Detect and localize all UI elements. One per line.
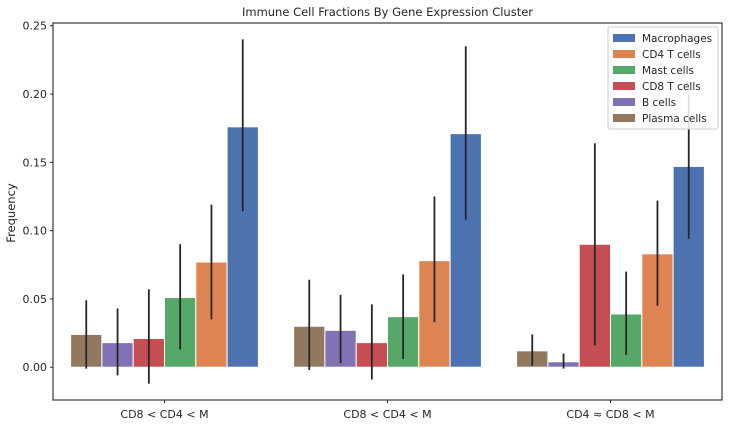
legend-swatch-macrophages [613, 34, 635, 42]
legend-box [607, 26, 719, 130]
legend-label-mast-cells: Mast cells [642, 65, 694, 77]
x-tick-label: CD8 < CD4 < M [343, 408, 431, 421]
y-tick-label: 0.25 [23, 20, 48, 33]
legend-label-plasma-cells: Plasma cells [642, 113, 707, 125]
y-axis-ticks: 0.00 0.05 0.10 0.15 0.20 0.25 [23, 20, 53, 374]
x-axis-ticks: CD8 < CD4 < M CD8 < CD4 < M CD4 ≈ CD8 < M [120, 400, 655, 421]
x-tick-label: CD8 < CD4 < M [120, 408, 208, 421]
bars-layer [70, 126, 705, 368]
x-tick-label: CD4 ≈ CD8 < M [566, 408, 654, 421]
y-tick-label: 0.10 [23, 225, 48, 238]
legend: Macrophages CD4 T cells Mast cells CD8 T ce… [607, 26, 719, 130]
legend-swatch-mast-cells [613, 66, 635, 74]
legend-label-cd8-t-cells: CD8 T cells [642, 81, 701, 93]
plot-frame [52, 22, 723, 401]
legend-label-b-cells: B cells [642, 97, 676, 109]
chart-title: Immune Cell Fractions By Gene Expression… [242, 5, 533, 19]
legend-label-cd4-t-cells: CD4 T cells [642, 49, 701, 61]
y-tick-label: 0.05 [23, 293, 48, 306]
y-axis-label: Frequency [4, 183, 18, 243]
legend-swatch-cd8-t-cells [613, 82, 635, 90]
y-tick-label: 0.20 [23, 88, 48, 101]
legend-label-macrophages: Macrophages [642, 33, 712, 45]
y-tick-label: 0.15 [23, 156, 48, 169]
legend-swatch-b-cells [613, 98, 635, 106]
y-tick-label: 0.00 [23, 361, 48, 374]
legend-swatch-plasma-cells [613, 114, 635, 122]
legend-swatch-cd4-t-cells [613, 50, 635, 58]
